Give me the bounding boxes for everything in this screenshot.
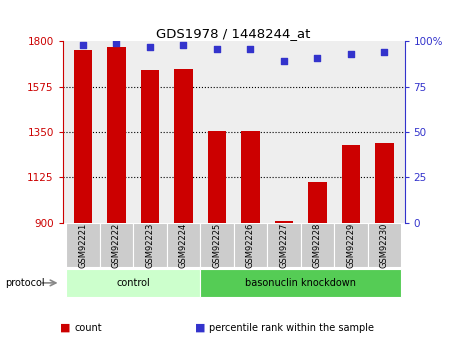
Bar xyxy=(66,223,100,267)
Bar xyxy=(200,269,401,297)
Bar xyxy=(342,145,360,223)
Text: GSM92226: GSM92226 xyxy=(246,222,255,268)
Point xyxy=(179,42,187,48)
Text: percentile rank within the sample: percentile rank within the sample xyxy=(209,323,374,333)
Text: GSM92228: GSM92228 xyxy=(313,222,322,268)
Text: GSM92223: GSM92223 xyxy=(146,222,154,268)
Bar xyxy=(241,131,259,223)
Bar xyxy=(208,131,226,223)
Point xyxy=(79,42,86,48)
Text: GSM92229: GSM92229 xyxy=(346,222,355,268)
Text: GSM92225: GSM92225 xyxy=(213,222,221,268)
Text: control: control xyxy=(116,278,150,288)
Point xyxy=(146,44,153,50)
Point xyxy=(314,55,321,60)
Text: GSM92221: GSM92221 xyxy=(79,222,87,268)
Bar xyxy=(375,143,394,223)
Bar xyxy=(100,223,133,267)
Text: GSM92222: GSM92222 xyxy=(112,222,121,268)
Bar xyxy=(267,223,301,267)
Bar xyxy=(200,223,234,267)
Bar xyxy=(133,223,166,267)
Text: ■: ■ xyxy=(60,323,71,333)
Bar xyxy=(107,47,126,223)
Text: count: count xyxy=(74,323,102,333)
Point xyxy=(347,51,355,57)
Bar xyxy=(73,50,92,223)
Bar xyxy=(308,182,326,223)
Bar xyxy=(166,223,200,267)
Text: GSM92224: GSM92224 xyxy=(179,222,188,268)
Bar xyxy=(66,269,200,297)
Point xyxy=(247,46,254,51)
Bar xyxy=(141,70,159,223)
Point xyxy=(280,59,288,64)
Bar xyxy=(368,223,401,267)
Text: ■: ■ xyxy=(195,323,206,333)
Text: GSM92230: GSM92230 xyxy=(380,222,389,268)
Bar xyxy=(275,220,293,223)
Text: basonuclin knockdown: basonuclin knockdown xyxy=(245,278,356,288)
Bar xyxy=(301,223,334,267)
Title: GDS1978 / 1448244_at: GDS1978 / 1448244_at xyxy=(157,27,311,40)
Bar xyxy=(234,223,267,267)
Point xyxy=(213,46,220,51)
Text: GSM92227: GSM92227 xyxy=(279,222,288,268)
Point xyxy=(113,40,120,46)
Bar xyxy=(174,69,193,223)
Text: protocol: protocol xyxy=(5,278,44,288)
Bar xyxy=(334,223,368,267)
Point xyxy=(381,49,388,55)
